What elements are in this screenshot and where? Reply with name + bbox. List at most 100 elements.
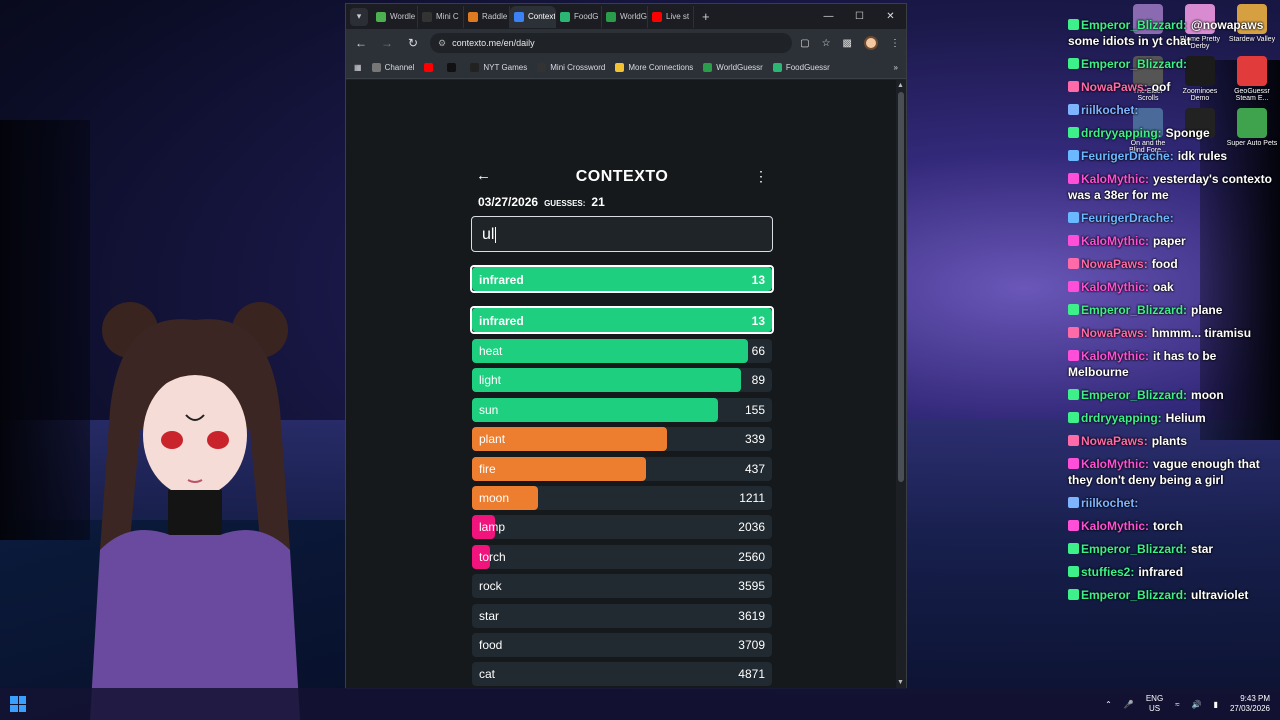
desktop-shortcut[interactable]: Stardew Valley (1226, 4, 1278, 50)
battery-icon[interactable]: ▮ (1213, 699, 1218, 709)
more-options-icon[interactable]: ⋮ (754, 168, 768, 184)
desktop-shortcut[interactable]: Zoominoes Demo (1174, 56, 1226, 102)
profile-avatar[interactable] (864, 36, 878, 50)
chat-message: KaloMythic: torch (1068, 518, 1280, 534)
tab-label: Live st (666, 12, 690, 21)
volume-icon[interactable]: 🔊 (1191, 699, 1202, 709)
site-info-icon[interactable]: ⚙ (438, 37, 447, 48)
bookmarks-bar: ▦ Channel NYT Games Mini Crossword More Con… (346, 57, 906, 79)
chat-badge-icon (1068, 389, 1079, 400)
cast-icon[interactable]: ▢ (800, 37, 810, 49)
bookmark-item[interactable]: NYT Games (470, 63, 527, 72)
stream-chat: Emperor_Blizzard: @nowapaws some idiots i… (1068, 17, 1280, 610)
chat-text: Sponge (1165, 126, 1210, 140)
bookmark-item[interactable] (424, 63, 437, 72)
wifi-icon[interactable]: ≈ (1175, 699, 1180, 709)
browser-tab[interactable]: Raddle (464, 5, 510, 28)
desktop-shortcut-label: The Elder Scrolls (1132, 88, 1164, 102)
chat-message: NowaPaws: hmmm... tiramisu (1068, 325, 1280, 341)
guess-rank: 13 (751, 314, 765, 328)
guess-word: sun (479, 402, 499, 417)
clock[interactable]: 9:43 PM 27/03/2026 (1230, 694, 1270, 714)
bookmark-star-icon[interactable]: ☆ (821, 37, 831, 49)
guesses-label: GUESSES: (544, 199, 586, 208)
guesses-count: 21 (591, 195, 605, 209)
reload-icon[interactable]: ↻ (407, 36, 419, 50)
chat-message: riilkochet: (1068, 495, 1280, 511)
browser-tab[interactable]: Mini C (418, 5, 464, 28)
browser-tab[interactable]: Contexto✕ (510, 5, 556, 28)
guess-rank: 13 (751, 273, 765, 287)
browser-tab[interactable]: Wordle (372, 5, 418, 28)
chat-username: FeurigerDrache: (1081, 211, 1174, 225)
tab-favicon-icon (606, 11, 616, 22)
chat-message: drdryyapping: Helium (1068, 410, 1280, 426)
windows-start-icon[interactable] (10, 696, 26, 712)
back-icon[interactable]: ← (355, 36, 367, 50)
extensions-icon[interactable]: ▩ (842, 37, 852, 49)
chat-username: Emperor_Blizzard: (1081, 542, 1188, 556)
tab-favicon-icon (652, 11, 662, 22)
tray-chevron-icon[interactable]: ⌃ (1105, 699, 1112, 709)
scroll-down-icon[interactable]: ▼ (897, 679, 904, 686)
bookmark-item[interactable]: Mini Crossword (537, 63, 605, 72)
bookmark-item[interactable]: More Connections (615, 63, 693, 72)
minimize-icon[interactable]: — (823, 11, 834, 22)
desktop-shortcut[interactable]: GeoGuessr Steam E... (1226, 56, 1278, 102)
chat-message: Emperor_Blizzard: plane (1068, 302, 1280, 318)
desktop-shortcut[interactable]: The Elder Scrolls (1122, 56, 1174, 102)
microphone-icon[interactable]: 🎤 (1123, 699, 1134, 709)
bookmark-favicon-icon (447, 63, 457, 72)
guess-row: moon 1211 (472, 486, 772, 510)
chat-badge-icon (1068, 173, 1079, 184)
browser-tab[interactable]: Live st (648, 5, 694, 28)
browser-tab[interactable]: WorldG (602, 5, 648, 28)
chat-badge-icon (1068, 589, 1079, 600)
desktop-shortcut[interactable] (1174, 108, 1226, 154)
bookmark-item[interactable]: Channel (371, 63, 414, 72)
browser-tab[interactable]: FoodG (556, 5, 602, 28)
desktop-shortcut[interactable] (1122, 4, 1174, 50)
language-indicator[interactable]: ENG US (1146, 694, 1163, 714)
guess-input[interactable]: ul (471, 216, 773, 252)
chat-message: Emperor_Blizzard: moon (1068, 387, 1280, 403)
guess-rank: 2560 (738, 549, 765, 564)
maximize-icon[interactable]: ☐ (855, 11, 864, 22)
chat-username: Emperor_Blizzard: (1081, 303, 1188, 317)
guess-word: light (479, 373, 502, 388)
bookmark-item[interactable] (447, 63, 460, 72)
close-icon[interactable]: ✕ (886, 11, 895, 22)
forward-icon[interactable]: → (381, 36, 393, 50)
chat-message: KaloMythic: it has to be Melbourne (1068, 348, 1280, 380)
apps-grid-icon[interactable]: ▦ (354, 63, 362, 72)
chat-username: KaloMythic: (1081, 349, 1150, 363)
new-tab-button[interactable]: + (702, 9, 710, 24)
back-arrow-icon[interactable]: ← (476, 167, 491, 184)
chat-username: stuffies2: (1081, 565, 1135, 579)
game-date: 03/27/2026 (478, 195, 539, 209)
chat-badge-icon (1068, 566, 1079, 577)
chat-username: NowaPaws: (1081, 257, 1148, 271)
browser-menu-icon[interactable]: ⋮ (890, 37, 900, 49)
scroll-up-icon[interactable]: ▲ (897, 82, 904, 89)
page-scrollbar[interactable]: ▲ ▼ (896, 80, 906, 688)
desktop-shortcut[interactable]: Blame Pretty Derby (1174, 4, 1226, 50)
address-bar[interactable]: ⚙ contexto.me/en/daily (430, 33, 793, 53)
chat-message: Emperor_Blizzard: (1068, 56, 1280, 72)
guess-rank: 3595 (738, 579, 765, 594)
guess-row: rock 3595 (472, 574, 772, 599)
desktop-shortcut[interactable]: On and the Blind Fore... (1122, 108, 1174, 154)
tab-search-button[interactable]: ▾ (350, 7, 368, 26)
bookmark-item[interactable]: FoodGuessr (772, 63, 830, 72)
app-icon (1237, 56, 1267, 86)
chat-badge-icon (1068, 258, 1079, 269)
bookmarks-overflow-icon[interactable]: » (893, 63, 898, 72)
tabs: Wordle Mini C RaddleContexto✕ FoodG WorldG Li… (372, 5, 694, 28)
bookmark-item[interactable]: WorldGuessr (703, 63, 763, 72)
scrollbar-thumb[interactable] (898, 92, 904, 482)
desktop-icons: Blame Pretty Derby Stardew Valley The Elde… (1122, 4, 1280, 154)
guess-word: infrared (479, 273, 524, 287)
desktop-shortcut[interactable]: Super Auto Pets (1226, 108, 1278, 154)
